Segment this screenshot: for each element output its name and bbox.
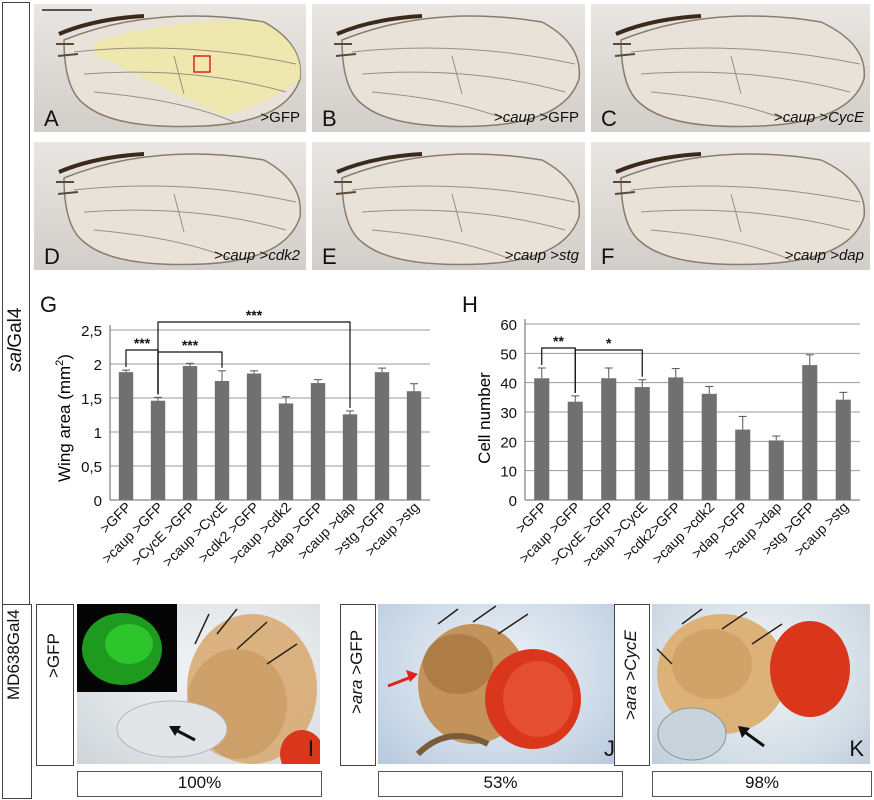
panel-letter-F: F xyxy=(601,244,615,269)
fly-photo-K: K xyxy=(652,604,870,764)
bar xyxy=(534,378,550,500)
fly-eye xyxy=(280,730,320,764)
panel-letter-C: C xyxy=(601,106,617,131)
y-tick-label: 50 xyxy=(500,346,517,363)
bar xyxy=(735,429,751,500)
bar xyxy=(214,381,230,500)
panel-letter-B: B xyxy=(322,106,337,131)
significance-label: ** xyxy=(553,333,564,349)
y-tick-label: 40 xyxy=(500,376,517,393)
y-tick-label: 2 xyxy=(94,357,102,374)
wing-panel-A: A >GFP xyxy=(34,4,306,132)
bar xyxy=(374,372,390,500)
fly-K-percent: 98% xyxy=(652,771,872,797)
panel-letter-I: I xyxy=(307,736,314,761)
md-label-box xyxy=(2,604,32,799)
y-tick-label: 60 xyxy=(500,317,517,334)
bar xyxy=(278,403,294,500)
fly-J-genotype-box xyxy=(340,604,376,766)
y-tick-label: 2,5 xyxy=(81,323,102,340)
sal-gal4-label: salGal4 xyxy=(5,307,26,372)
y-axis-label: Cell number xyxy=(475,372,494,464)
bar xyxy=(310,383,326,500)
fly-J-genotype: >ara >GFP xyxy=(347,629,366,714)
bar xyxy=(768,440,784,500)
y-tick-label: 0 xyxy=(94,493,102,510)
wing-shape xyxy=(63,153,302,266)
wing-shape xyxy=(620,153,866,266)
bar xyxy=(150,400,166,500)
fly-I-genotype-box xyxy=(36,604,74,766)
wing-shape xyxy=(341,15,581,128)
wing-shape xyxy=(341,153,581,266)
bar xyxy=(406,391,422,500)
fly-eye xyxy=(770,621,850,717)
panel-letter-E: E xyxy=(322,244,337,269)
bar xyxy=(182,366,198,500)
wing-genotype-F: >caup >dap xyxy=(784,247,864,264)
y-tick-label: 0,5 xyxy=(81,459,102,476)
bar xyxy=(835,399,851,500)
wing-panel-E: E >caup >stg xyxy=(312,142,585,270)
wing-panel-F: F >caup >dap xyxy=(591,142,870,270)
wing-genotype-E: >caup >stg xyxy=(504,247,579,264)
y-tick-label: 10 xyxy=(500,464,517,481)
bar xyxy=(601,378,617,500)
fly-wing xyxy=(657,707,727,761)
panel-letter-G: G xyxy=(40,292,58,317)
wing-area-chart: 00,511,522,5>GFP>caup >GFP>CycE >GFP>cau… xyxy=(54,307,430,570)
bar xyxy=(246,373,262,500)
fly-I-percent: 100% xyxy=(77,771,322,797)
wing-highlight xyxy=(94,20,301,116)
significance-bracket xyxy=(574,349,643,393)
fly-photo-J: J xyxy=(378,604,621,764)
bar xyxy=(668,377,684,500)
fly-J-percent: 53% xyxy=(378,771,623,797)
y-tick-label: 20 xyxy=(500,434,517,451)
wing-genotype-B: >caup >GFP xyxy=(493,109,579,126)
y-tick-label: 30 xyxy=(500,405,517,422)
wing-genotype-D: >caup >cdk2 xyxy=(214,247,300,264)
wing-genotype-C: >caup >CycE xyxy=(773,109,864,126)
significance-label: * xyxy=(606,335,612,351)
significance-label: *** xyxy=(246,307,263,323)
y-tick-label: 1,5 xyxy=(81,391,102,408)
y-axis-label: Wing area (mm2) xyxy=(54,354,74,482)
bar xyxy=(567,401,583,500)
bar xyxy=(342,414,358,500)
wing-panel-D: D >caup >cdk2 xyxy=(34,142,306,270)
fly-K-genotype: >ara >CycE xyxy=(621,630,640,720)
panel-letter-H: H xyxy=(462,292,478,317)
significance-bracket xyxy=(157,321,351,408)
bar xyxy=(118,372,134,500)
wing-shape xyxy=(620,15,866,128)
significance-label: *** xyxy=(182,337,199,353)
panel-letter-K: K xyxy=(849,736,864,761)
y-tick-label: 0 xyxy=(509,493,517,510)
panel-letter-A: A xyxy=(44,106,59,131)
wing-panel-B: B >caup >GFP xyxy=(312,4,585,132)
significance-label: *** xyxy=(134,335,151,351)
y-tick-label: 1 xyxy=(94,425,102,442)
panel-letter-D: D xyxy=(44,244,60,269)
red-box xyxy=(193,55,211,73)
wing-genotype-A: >GFP xyxy=(260,109,300,126)
fly-photo-I: I xyxy=(77,604,320,764)
fly-K-genotype-box xyxy=(614,604,650,766)
bar xyxy=(802,365,818,500)
panel-letter-J: J xyxy=(604,736,615,761)
md638-gal4-label: MD638Gal4 xyxy=(4,609,23,700)
wing-panel-C: C >caup >CycE xyxy=(591,4,870,132)
bar xyxy=(634,387,650,500)
bar xyxy=(701,393,717,500)
fly-I-genotype: >GFP xyxy=(44,633,63,678)
